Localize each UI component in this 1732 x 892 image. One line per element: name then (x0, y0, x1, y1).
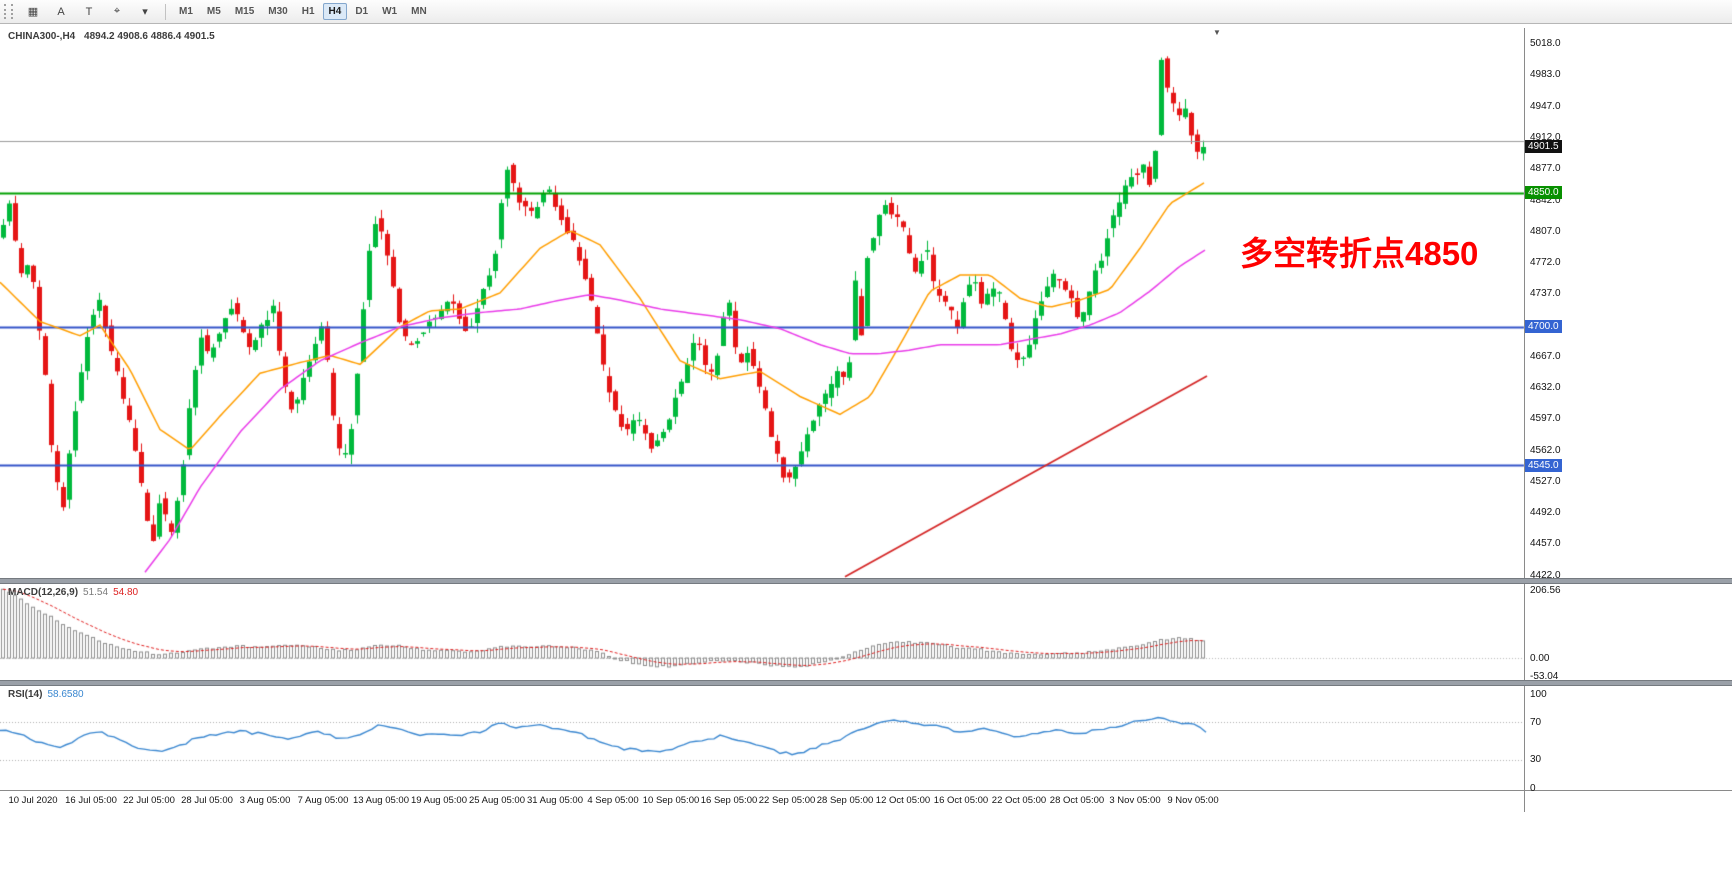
time-axis-label: 16 Jul 05:00 (65, 795, 117, 806)
chart-grid-icon[interactable]: ▦ (27, 6, 39, 18)
chart-title: CHINA300-,H4 4894.2 4908.6 4886.4 4901.5 (8, 31, 215, 42)
price-axis-border (1524, 28, 1525, 812)
price-axis-tick: 4737.0 (1530, 288, 1561, 300)
template-icon[interactable]: T (85, 5, 93, 18)
price-axis-tick: 4422.0 (1530, 569, 1561, 581)
macd-indicator-label: MACD(12,26,9) 51.54 54.80 (8, 587, 138, 598)
crosshair-icon[interactable]: ⌖ (113, 5, 121, 17)
timeframe-button-m5[interactable]: M5 (206, 6, 221, 17)
price-axis-tick: 4877.0 (1530, 163, 1561, 175)
price-axis-tick: 4667.0 (1530, 350, 1561, 362)
time-axis-label: 28 Oct 05:00 (1049, 795, 1105, 806)
panel-separator-rsi[interactable] (0, 680, 1732, 686)
chart-ohlc-values: 4894.2 4908.6 4886.4 4901.5 (84, 31, 215, 42)
rsi-name: RSI(14) (8, 689, 43, 700)
macd-axis-tick: 0.00 (1530, 652, 1550, 664)
rsi-indicator-label: RSI(14) 58.6580 (8, 689, 84, 700)
time-axis-label: 19 Aug 05:00 (411, 795, 467, 806)
macd-name: MACD(12,26,9) (8, 587, 79, 598)
price-marker: 4700.0 (1525, 320, 1562, 334)
timeframe-button-m1[interactable]: M1 (179, 6, 193, 17)
timeframe-button-d1[interactable]: D1 (355, 6, 369, 17)
price-axis-tick: 4772.0 (1530, 257, 1561, 269)
price-axis-tick: 4912.0 (1530, 132, 1561, 144)
toolbar-grip[interactable] (4, 4, 13, 19)
rsi-axis-tick: 0 (1530, 782, 1536, 794)
time-axis-label: 7 Aug 05:00 (297, 795, 349, 806)
toolbar-icon-group: ▦ A T ⌖ ▾ (19, 2, 159, 22)
macd-axis-tick: 206.56 (1530, 585, 1561, 596)
price-marker: 4545.0 (1525, 458, 1562, 472)
macd-signal-value: 54.80 (113, 587, 139, 598)
timeframe-button-m30[interactable]: M30 (268, 6, 288, 17)
price-axis-tick: 4807.0 (1530, 225, 1561, 237)
time-axis-label: 3 Aug 05:00 (239, 795, 291, 806)
rsi-axis-tick: 70 (1530, 716, 1542, 728)
timeframe-button-h1[interactable]: H1 (301, 6, 315, 17)
macd-main-value: 51.54 (83, 587, 109, 598)
chart-symbol-label: CHINA300-,H4 (8, 31, 76, 42)
time-axis-label: 16 Sep 05:00 (700, 795, 758, 806)
toolbar-divider (165, 3, 166, 20)
time-axis-label: 9 Nov 05:00 (1167, 795, 1219, 806)
rsi-axis-tick: 30 (1530, 754, 1542, 766)
price-axis-tick: 4527.0 (1530, 475, 1561, 487)
time-axis-label: 16 Oct 05:00 (933, 795, 989, 806)
chart-shift-marker-icon[interactable]: ▼ (1213, 28, 1221, 37)
chart-annotation-text: 多空转折点4850 (1240, 235, 1479, 272)
cursor-dropdown-icon[interactable]: ▾ (142, 6, 148, 18)
price-axis-tick: 4597.0 (1530, 413, 1561, 425)
time-axis-label: 10 Sep 05:00 (642, 795, 700, 806)
time-axis-label: 31 Aug 05:00 (527, 795, 583, 806)
timeframe-button-m15[interactable]: M15 (234, 6, 255, 17)
price-axis-tick: 4842.0 (1530, 194, 1561, 206)
rsi-axis-tick: 100 (1530, 688, 1547, 700)
annotate-text-icon[interactable]: A (57, 5, 65, 18)
time-axis-label: 28 Sep 05:00 (816, 795, 874, 806)
price-axis-tick: 4562.0 (1530, 444, 1561, 456)
timeframe-button-h4[interactable]: H4 (322, 3, 348, 20)
price-axis-tick: 4947.0 (1530, 100, 1561, 112)
time-axis-label: 4 Sep 05:00 (587, 795, 639, 806)
time-axis-label: 28 Jul 05:00 (181, 795, 233, 806)
time-axis-label: 10 Jul 2020 (8, 795, 58, 806)
time-axis-border (0, 790, 1732, 791)
time-axis-label: 22 Sep 05:00 (758, 795, 816, 806)
time-axis-label: 22 Oct 05:00 (991, 795, 1047, 806)
time-axis-label: 13 Aug 05:00 (353, 795, 409, 806)
time-axis-label: 25 Aug 05:00 (469, 795, 525, 806)
panel-separator-macd[interactable] (0, 578, 1732, 584)
price-axis-tick: 4492.0 (1530, 507, 1561, 519)
price-marker: 4850.0 (1525, 186, 1562, 200)
price-axis-tick: 4632.0 (1530, 382, 1561, 394)
price-marker: 4901.5 (1525, 140, 1562, 154)
time-axis-label: 22 Jul 05:00 (123, 795, 175, 806)
top-toolbar: ▦ A T ⌖ ▾ M1 M5 M15 M30 H1 H4 D1 W1 MN (0, 0, 1732, 24)
macd-axis-tick: -53.04 (1530, 670, 1559, 682)
time-axis-label: 3 Nov 05:00 (1109, 795, 1161, 806)
timeframe-button-w1[interactable]: W1 (382, 6, 398, 17)
price-axis-tick: 4457.0 (1530, 538, 1561, 550)
time-axis-label: 12 Oct 05:00 (875, 795, 931, 806)
timeframe-button-mn[interactable]: MN (411, 6, 427, 17)
price-axis-tick: 5018.0 (1530, 37, 1561, 49)
timeframe-toolbar: M1 M5 M15 M30 H1 H4 D1 W1 MN (172, 3, 434, 20)
price-axis-tick: 4983.0 (1530, 68, 1561, 80)
rsi-value: 58.6580 (47, 689, 84, 700)
